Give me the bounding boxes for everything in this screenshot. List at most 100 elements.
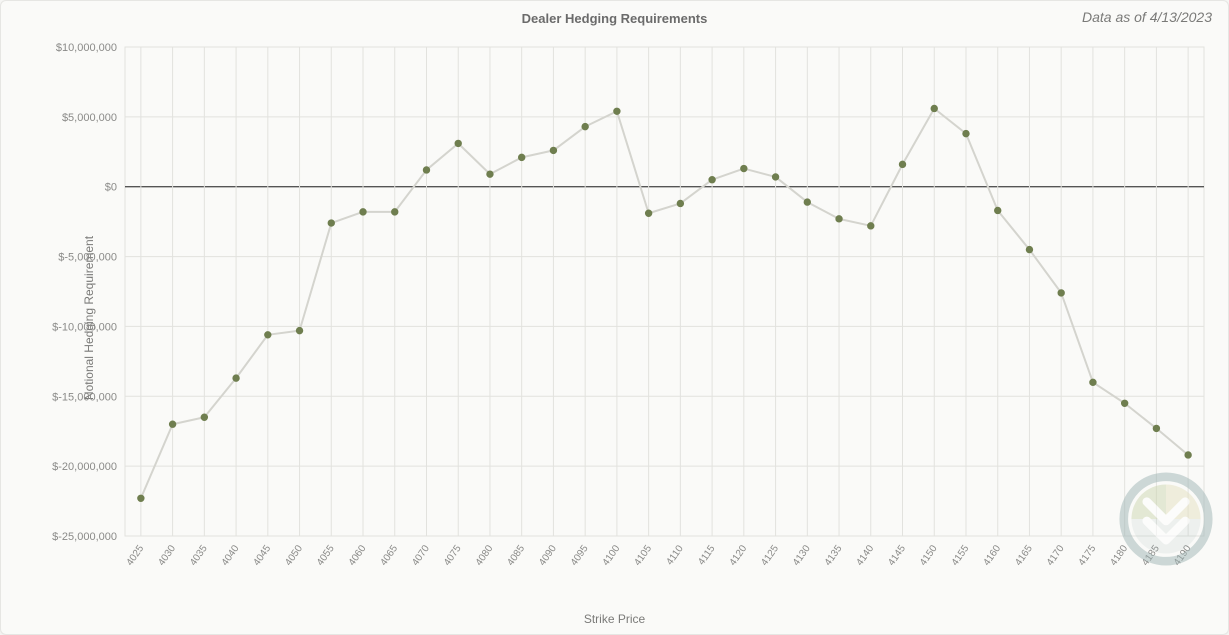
data-as-of-label: Data as of 4/13/2023	[1082, 9, 1212, 25]
series-marker	[1121, 400, 1127, 406]
svg-text:4110: 4110	[664, 543, 686, 567]
x-tick: 4045	[251, 543, 273, 568]
svg-text:4085: 4085	[505, 543, 527, 568]
svg-text:4100: 4100	[601, 543, 623, 568]
y-tick: $10,000,000	[56, 42, 117, 54]
series-marker	[614, 108, 620, 114]
svg-text:$-10,000,000: $-10,000,000	[52, 321, 117, 333]
svg-text:4030: 4030	[156, 543, 178, 568]
x-tick: 4080	[474, 543, 496, 568]
series-marker	[836, 216, 842, 222]
svg-text:4170: 4170	[1045, 543, 1067, 568]
series-marker	[201, 414, 207, 420]
series-marker	[804, 199, 810, 205]
x-tick: 4095	[569, 543, 591, 568]
svg-text:4165: 4165	[1013, 543, 1035, 568]
series-marker	[233, 375, 239, 381]
series-marker	[423, 167, 429, 173]
x-axis-label: Strike Price	[584, 612, 645, 626]
series-marker	[265, 332, 271, 338]
series-marker	[963, 130, 969, 136]
svg-text:4090: 4090	[537, 543, 559, 568]
series-marker	[995, 207, 1001, 213]
svg-text:4095: 4095	[569, 543, 591, 568]
x-tick: 4105	[632, 543, 654, 568]
x-tick: 4135	[823, 543, 845, 568]
x-tick: 4070	[410, 543, 432, 568]
svg-text:4025: 4025	[125, 543, 147, 568]
series-marker	[550, 147, 556, 153]
y-tick: $0	[105, 182, 117, 194]
svg-text:4055: 4055	[315, 543, 337, 568]
svg-text:4040: 4040	[220, 543, 242, 568]
x-tick: 4055	[315, 543, 337, 568]
x-tick: 4170	[1045, 543, 1067, 568]
svg-text:4105: 4105	[632, 543, 654, 568]
x-tick: 4120	[728, 543, 750, 568]
y-tick: $-10,000,000	[52, 321, 117, 333]
series-marker	[1153, 425, 1159, 431]
x-tick: 4050	[283, 543, 305, 568]
chart-svg: $10,000,000$5,000,000$0$-5,000,000$-10,0…	[121, 43, 1208, 564]
x-tick: 4110	[664, 543, 686, 567]
series-marker	[709, 177, 715, 183]
svg-text:4140: 4140	[854, 543, 876, 568]
svg-text:$-5,000,000: $-5,000,000	[58, 252, 117, 264]
svg-text:4045: 4045	[251, 543, 273, 568]
svg-text:$-25,000,000: $-25,000,000	[52, 531, 117, 543]
svg-text:4150: 4150	[918, 543, 940, 568]
series-marker	[138, 495, 144, 501]
svg-text:4135: 4135	[823, 543, 845, 568]
x-tick: 4165	[1013, 543, 1035, 568]
svg-text:4175: 4175	[1077, 543, 1099, 568]
y-tick: $-20,000,000	[52, 461, 117, 473]
svg-text:4075: 4075	[442, 543, 464, 568]
series-line	[141, 108, 1188, 498]
y-tick: $-15,000,000	[52, 391, 117, 403]
x-tick: 4100	[601, 543, 623, 568]
series-marker	[296, 327, 302, 333]
svg-text:4035: 4035	[188, 543, 210, 568]
series-marker	[772, 174, 778, 180]
series-marker	[328, 220, 334, 226]
x-tick: 4035	[188, 543, 210, 568]
x-tick: 4060	[347, 543, 369, 568]
svg-text:4080: 4080	[474, 543, 496, 568]
series-marker	[518, 154, 524, 160]
x-tick: 4085	[505, 543, 527, 568]
svg-text:4160: 4160	[981, 543, 1003, 568]
x-tick: 4130	[791, 543, 813, 568]
x-tick: 4065	[378, 543, 400, 568]
svg-text:4115: 4115	[696, 543, 718, 567]
x-tick: 4030	[156, 543, 178, 568]
x-tick: 4025	[125, 543, 147, 568]
series-marker	[741, 165, 747, 171]
chart-frame: Dealer Hedging Requirements Data as of 4…	[0, 0, 1229, 635]
svg-text:$10,000,000: $10,000,000	[56, 42, 117, 54]
series-marker	[392, 209, 398, 215]
svg-text:4120: 4120	[728, 543, 750, 568]
series-marker	[360, 209, 366, 215]
x-tick: 4150	[918, 543, 940, 568]
series-marker	[487, 171, 493, 177]
x-tick: 4145	[886, 543, 908, 568]
series-marker	[677, 200, 683, 206]
x-tick: 4160	[981, 543, 1003, 568]
y-tick: $5,000,000	[62, 112, 117, 124]
x-tick: 4090	[537, 543, 559, 568]
svg-text:4070: 4070	[410, 543, 432, 568]
x-tick: 4040	[220, 543, 242, 568]
series-marker	[868, 223, 874, 229]
series-marker	[1058, 290, 1064, 296]
svg-text:$-20,000,000: $-20,000,000	[52, 461, 117, 473]
plot-area: $10,000,000$5,000,000$0$-5,000,000$-10,0…	[121, 43, 1208, 564]
x-tick: 4155	[950, 543, 972, 568]
x-tick: 4075	[442, 543, 464, 568]
logo-watermark	[1118, 471, 1214, 572]
series-marker	[582, 123, 588, 129]
svg-text:4060: 4060	[347, 543, 369, 568]
series-marker	[1090, 379, 1096, 385]
svg-text:4130: 4130	[791, 543, 813, 568]
series-marker	[931, 105, 937, 111]
svg-text:4125: 4125	[759, 543, 781, 568]
